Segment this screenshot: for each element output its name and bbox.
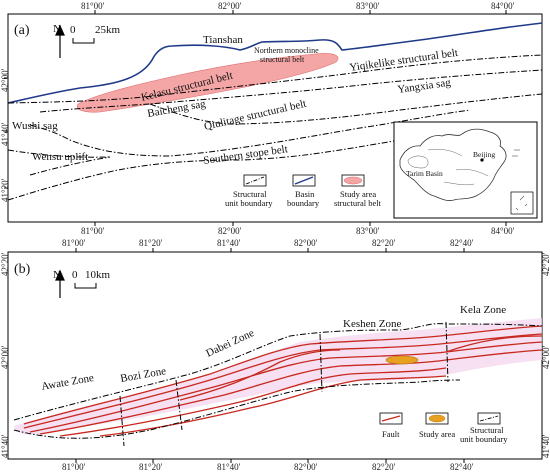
panel-b-right-ticks: 42°20' 42°00' 41°40'	[541, 252, 550, 458]
scale-zero: 0	[72, 269, 78, 281]
tick-label: 41°40'	[0, 122, 10, 146]
scale-bar-icon	[74, 283, 97, 289]
tick-label: 42°20'	[541, 252, 550, 276]
panel-b-top-ticks: 81°00' 81°20' 81°40' 82°00' 82°20' 82°40…	[62, 238, 474, 252]
zone-kela: Kela Zone	[460, 304, 506, 316]
legend-structural-1: Structural	[233, 189, 267, 199]
tick-label: 82°40'	[450, 462, 474, 472]
panel-a-scale-bar: N 0 25km	[53, 23, 121, 58]
china-outline-icon	[399, 128, 507, 201]
study-area-keshen	[385, 355, 419, 365]
tick-label: 83°00'	[356, 226, 380, 236]
legend-fault-icon	[381, 415, 401, 422]
tick-label: 82°00'	[218, 226, 242, 236]
panel-b-scale-bar: N 0 10km	[53, 269, 111, 298]
tick-label: 41°20'	[0, 178, 10, 202]
panel-a-legend: Structural unit boundary Basin boundary …	[225, 174, 382, 208]
panel-a: 81°00' 82°00' 83°00' 84°00' 81°00' 82°00…	[0, 1, 543, 236]
north-label: N	[53, 269, 61, 281]
tick-label: 81°00'	[62, 238, 86, 248]
legend-structural-1: Structural	[470, 425, 504, 435]
legend-structural-line-icon	[479, 415, 499, 422]
fault-lines	[23, 325, 543, 437]
legend-study-area-icon	[428, 414, 446, 423]
panel-a-top-ticks: 81°00' 82°00' 83°00' 84°00'	[81, 1, 515, 14]
legend-structural-2: unit boundary	[225, 198, 273, 208]
tick-label: 41°40'	[541, 434, 550, 458]
tick-label: 42°00'	[0, 345, 10, 369]
tick-label: 82°20'	[372, 238, 396, 248]
tick-label: 81°40'	[217, 462, 241, 472]
tick-label: 82°00'	[294, 462, 318, 472]
tick-label: 82°40'	[450, 238, 474, 248]
inset-beijing: Beijing	[473, 150, 495, 159]
scale-distance: 25km	[95, 24, 121, 36]
tick-label: 81°20'	[139, 462, 163, 472]
label-wensu: Wensu uplift	[32, 151, 88, 163]
legend-structural-2: unit boundary	[460, 434, 508, 444]
scale-distance: 10km	[85, 269, 111, 281]
legend-study: Study area	[419, 429, 455, 439]
tick-label: 42°00'	[0, 68, 10, 92]
tick-label: 82°00'	[294, 238, 318, 248]
tick-label: 81°00'	[81, 226, 105, 236]
label-northern-monocline-2: structural belt	[260, 55, 305, 64]
north-arrow-icon	[55, 24, 65, 58]
zone-keshen: Keshen Zone	[343, 318, 401, 330]
tick-label: 42°20'	[0, 252, 10, 276]
tick-label: 42°00'	[541, 345, 550, 369]
panel-b: 81°00' 81°20' 81°40' 82°00' 82°20' 82°40…	[0, 238, 550, 472]
label-tianshan: Tianshan	[203, 34, 243, 46]
tick-label: 41°40'	[0, 434, 10, 458]
panel-b-tag: (b)	[14, 262, 31, 277]
tick-label: 81°40'	[217, 238, 241, 248]
tick-label: 82°20'	[372, 462, 396, 472]
legend-basin-2: boundary	[287, 198, 320, 208]
tick-label: 81°00'	[81, 1, 105, 11]
legend-basin-1: Basin	[295, 189, 315, 199]
basin-boundary-line	[7, 22, 543, 104]
legend-study-area-icon	[343, 176, 363, 185]
panel-b-legend: Fault Study area Structural unit boundar…	[379, 412, 508, 444]
china-inset-map: Beijing Tarim Basin	[393, 121, 538, 219]
label-northern-monocline: Northern monocline	[254, 46, 319, 55]
inset-tarim: Tarim Basin	[406, 169, 443, 178]
beijing-marker-icon	[480, 158, 484, 162]
panel-a-tag: (a)	[14, 23, 30, 38]
legend-fault: Fault	[382, 429, 400, 439]
legend-basin-line-icon	[294, 176, 314, 185]
tick-label: 82°00'	[218, 1, 242, 11]
tick-label: 81°00'	[62, 462, 86, 472]
legend-study-2: structural belt	[334, 198, 382, 208]
tick-label: 83°00'	[356, 1, 380, 11]
scale-zero: 0	[70, 24, 76, 36]
panel-a-left-ticks: 42°00' 41°40' 41°20'	[0, 68, 10, 202]
tick-label: 84°00'	[491, 226, 515, 236]
panel-b-bottom-ticks: 81°00' 81°20' 81°40' 82°00' 82°20' 82°40…	[62, 459, 474, 472]
north-arrow-icon	[55, 269, 65, 298]
legend-study-1: Study area	[340, 189, 376, 199]
tick-label: 84°00'	[491, 1, 515, 11]
panel-b-left-ticks: 42°20' 42°00' 41°40'	[0, 252, 10, 458]
north-label: N	[53, 23, 61, 35]
structural-unit-boundaries	[13, 321, 543, 447]
panel-a-bottom-ticks: 81°00' 82°00' 83°00' 84°00'	[81, 222, 515, 236]
scale-bar-icon	[72, 38, 95, 44]
legend-structural-line-icon	[245, 176, 265, 185]
tick-label: 81°20'	[139, 238, 163, 248]
label-wushi: Wushi sag	[12, 120, 58, 132]
